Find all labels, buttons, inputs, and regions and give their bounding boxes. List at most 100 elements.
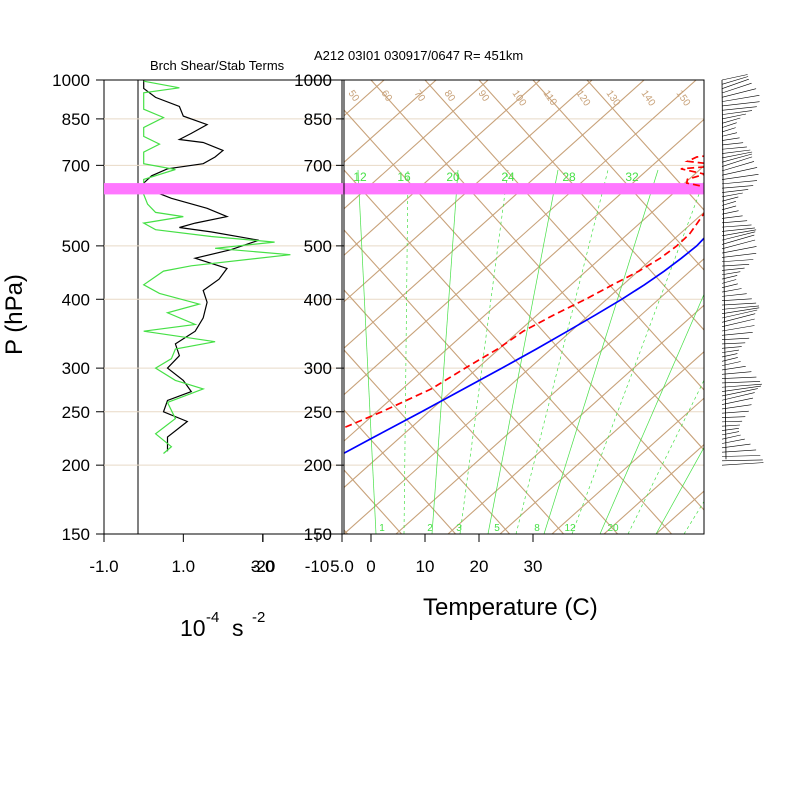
skewt-x-tick-label: -20 xyxy=(251,557,276,576)
wind-barb xyxy=(722,193,743,197)
mixing-ratio-label: 32 xyxy=(625,170,639,184)
wind-barb xyxy=(722,147,747,149)
wind-barb xyxy=(722,326,755,331)
isotherm-line xyxy=(209,80,618,534)
wind-barb xyxy=(722,463,763,466)
temperature-line xyxy=(322,80,800,465)
left-x-axis-label: 10 -4 s -2 xyxy=(180,609,265,641)
isotherm-line xyxy=(0,80,240,534)
wind-barb xyxy=(722,138,740,141)
left-y-tick-label: 850 xyxy=(62,110,90,129)
isotherm-line xyxy=(47,80,456,534)
wind-barb xyxy=(722,75,748,81)
wind-barb xyxy=(722,197,738,201)
skewt-x-tick-label: 10 xyxy=(416,557,435,576)
theta-label: 80 xyxy=(442,88,458,104)
isotherm-line xyxy=(0,80,348,534)
wind-barb xyxy=(722,189,748,192)
wind-barb xyxy=(722,377,756,379)
isotherm-line xyxy=(0,80,294,534)
mixing-ratio-label: 12 xyxy=(353,170,367,184)
wind-barb xyxy=(722,186,753,189)
left-x-tick-label: 1.0 xyxy=(172,557,196,576)
wind-barb xyxy=(722,372,751,375)
wind-barb xyxy=(722,303,756,305)
wind-barb xyxy=(722,450,756,452)
left-y-tick-label: 1000 xyxy=(52,71,90,90)
left-y-tick-label: 250 xyxy=(62,403,90,422)
wind-barb xyxy=(722,95,759,101)
wind-barb xyxy=(722,432,739,435)
isotherm-line xyxy=(371,80,780,534)
skewt-y-tick-label: 400 xyxy=(304,290,332,309)
dewpoint-line xyxy=(335,80,800,432)
wind-barb xyxy=(722,381,760,383)
wind-barb xyxy=(722,354,737,357)
y-axis-label: P (hPa) xyxy=(1,274,28,355)
left-x-tick-label: -1.0 xyxy=(89,557,118,576)
skewt-y-tick-label: 700 xyxy=(304,156,332,175)
theta-label: 120 xyxy=(574,88,593,108)
wind-barb xyxy=(722,211,739,214)
wind-barb xyxy=(722,264,749,266)
skewt-panel-title: A212 03I01 030917/0647 R= 451km xyxy=(314,48,523,63)
skewt-profile-lines xyxy=(322,80,800,465)
wind-barb xyxy=(722,114,746,119)
wind-barb-profile xyxy=(722,75,763,466)
wind-barb xyxy=(722,268,745,270)
mixing-ratio-bottom-label: 20 xyxy=(607,523,619,534)
highlight-band xyxy=(104,183,704,194)
wind-barb xyxy=(722,206,736,210)
skewt-y-tick-label: 300 xyxy=(304,359,332,378)
mixing-ratio-line xyxy=(460,170,508,534)
theta-label: 140 xyxy=(639,88,658,108)
wind-barb xyxy=(722,167,757,175)
wind-barb xyxy=(722,366,746,370)
mixing-ratio-line xyxy=(684,170,800,534)
wind-barb xyxy=(722,201,736,205)
left-panel-title: Brch Shear/Stab Terms xyxy=(150,58,285,73)
skewt-x-tick-label: 30 xyxy=(524,557,543,576)
wind-barb xyxy=(722,272,740,275)
wind-barb xyxy=(722,314,755,323)
skewt-highlight-band xyxy=(104,183,704,194)
wind-barb xyxy=(722,389,758,396)
wind-barb xyxy=(722,253,756,257)
wind-barb xyxy=(722,411,749,413)
wind-barb xyxy=(722,393,755,401)
left-x-unit-s: s xyxy=(232,615,244,641)
wind-barb xyxy=(722,357,738,361)
skewt-y-tick-label: 150 xyxy=(304,525,332,544)
skewt-y-tick-label: 500 xyxy=(304,237,332,256)
mixing-ratio-bottom-label: 12 xyxy=(564,523,576,534)
wind-barb xyxy=(722,225,752,227)
wind-barb xyxy=(722,299,752,301)
wind-barb xyxy=(722,338,749,339)
mixing-ratio-line xyxy=(572,170,708,534)
wind-barb xyxy=(722,421,742,422)
mixing-ratio-label: 16 xyxy=(397,170,411,184)
wind-barb xyxy=(722,332,753,335)
theta-label: 130 xyxy=(604,88,623,108)
wind-barb xyxy=(722,118,740,123)
left-x-unit-base: 10 xyxy=(180,615,206,641)
skewt-x-tick-label: 20 xyxy=(470,557,489,576)
left-y-tick-label: 200 xyxy=(62,456,90,475)
wind-barb xyxy=(722,460,763,461)
wind-barb xyxy=(722,435,741,439)
theta-label: 100 xyxy=(510,88,529,108)
wind-barb xyxy=(722,343,745,344)
theta-label: 150 xyxy=(674,88,693,108)
stab-term-line xyxy=(144,81,291,453)
skewt-y-tick-label: 200 xyxy=(304,456,332,475)
wind-barb xyxy=(722,123,737,128)
wind-barb xyxy=(722,294,747,297)
wind-barb xyxy=(722,89,756,98)
mixing-ratio-label: 24 xyxy=(501,170,515,184)
mixing-ratio-bottom-label: 3 xyxy=(456,523,462,534)
mixing-ratio-bottom-label: 8 xyxy=(534,523,540,534)
